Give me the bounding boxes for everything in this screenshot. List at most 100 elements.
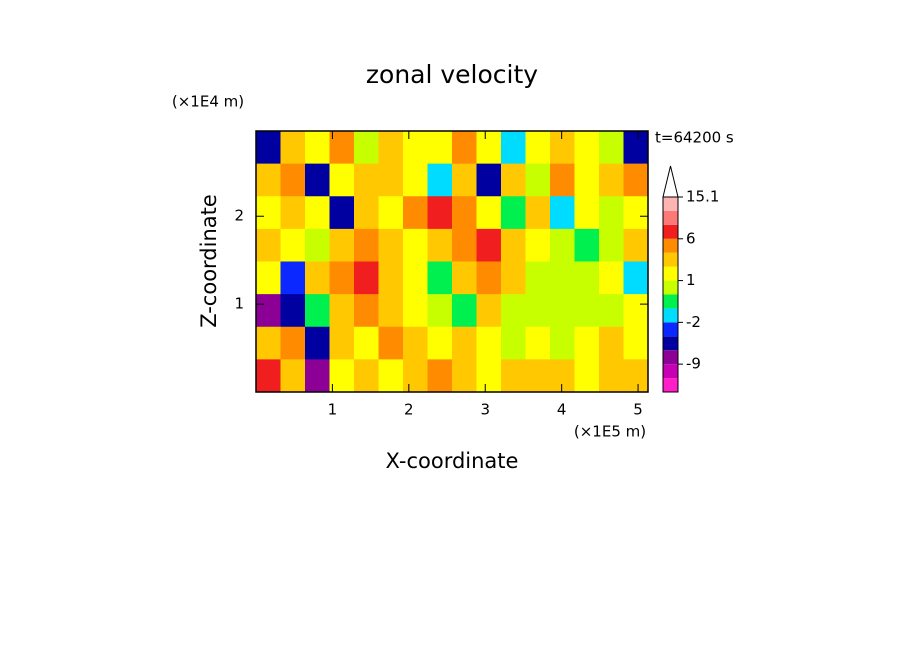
field-cell bbox=[305, 196, 330, 230]
colorbar-band bbox=[663, 350, 678, 365]
x-tick-label: 1 bbox=[328, 401, 338, 419]
field-cell bbox=[476, 196, 502, 230]
field-cell bbox=[256, 359, 281, 393]
field-cell bbox=[329, 163, 355, 197]
field-cell bbox=[378, 326, 404, 360]
field-cell bbox=[305, 359, 330, 393]
field-cell bbox=[574, 163, 600, 197]
y-axis-title: Z-coordinate bbox=[197, 194, 221, 328]
field-cell bbox=[599, 131, 624, 165]
field-cell bbox=[256, 294, 281, 328]
field-cell bbox=[550, 359, 575, 393]
field-cell bbox=[550, 163, 575, 197]
colorbar-band bbox=[663, 224, 678, 239]
colorbar-tick-label: -2 bbox=[686, 313, 701, 331]
colorbar-band bbox=[663, 197, 678, 211]
field-cell bbox=[476, 326, 502, 360]
field-cell bbox=[354, 326, 379, 360]
field-cell bbox=[452, 228, 477, 262]
colorbar-arrow bbox=[662, 165, 679, 198]
field-cell bbox=[574, 261, 600, 295]
y-tick-label: 2 bbox=[234, 207, 244, 225]
field-cell bbox=[280, 228, 306, 262]
field-cell bbox=[599, 294, 624, 328]
x-tick-label: 5 bbox=[633, 401, 643, 419]
field-cell bbox=[550, 131, 575, 165]
field-cell bbox=[452, 261, 477, 295]
field-cell bbox=[280, 131, 306, 165]
field-cell bbox=[452, 294, 477, 328]
field-cell bbox=[476, 131, 502, 165]
field-cell bbox=[378, 131, 404, 165]
field-cell bbox=[354, 163, 379, 197]
field-cell bbox=[280, 261, 306, 295]
field-cell bbox=[623, 294, 649, 328]
colorbar-tick-label: 1 bbox=[686, 271, 696, 289]
field-cell bbox=[354, 228, 379, 262]
plot-frame bbox=[255, 130, 649, 393]
colorbar-band bbox=[663, 238, 678, 253]
field-cell bbox=[599, 163, 624, 197]
field-cell bbox=[525, 228, 551, 262]
field-cell bbox=[550, 261, 575, 295]
field-cell bbox=[378, 261, 404, 295]
field-cell bbox=[427, 294, 453, 328]
field-cell bbox=[501, 196, 526, 230]
field-cell bbox=[501, 131, 526, 165]
colorbar-band bbox=[663, 252, 678, 267]
field-cell bbox=[354, 294, 379, 328]
colorbar-band bbox=[663, 308, 678, 323]
time-annotation: t=64200 s bbox=[655, 129, 734, 147]
field-cell bbox=[574, 228, 600, 262]
field-cell bbox=[452, 359, 477, 393]
field-cell bbox=[427, 196, 453, 230]
field-cell bbox=[354, 131, 379, 165]
field-cell bbox=[329, 261, 355, 295]
field-cell bbox=[403, 131, 428, 165]
field-cell bbox=[525, 131, 551, 165]
colorbar-band bbox=[663, 210, 678, 225]
field-cell bbox=[305, 261, 330, 295]
field-cell bbox=[378, 163, 404, 197]
field-cell bbox=[452, 163, 477, 197]
field-cell bbox=[329, 326, 355, 360]
field-cell bbox=[305, 326, 330, 360]
field-cell bbox=[525, 196, 551, 230]
field-cell bbox=[305, 228, 330, 262]
field-cell bbox=[280, 359, 306, 393]
field-cell bbox=[354, 196, 379, 230]
field-cell bbox=[354, 359, 379, 393]
field-cell bbox=[305, 294, 330, 328]
field-cell bbox=[280, 196, 306, 230]
field-cell bbox=[501, 163, 526, 197]
field-cell bbox=[525, 261, 551, 295]
field-cell bbox=[427, 131, 453, 165]
field-cell bbox=[256, 163, 281, 197]
field-cell bbox=[403, 228, 428, 262]
field-cell bbox=[280, 326, 306, 360]
field-cell bbox=[550, 326, 575, 360]
field-cell bbox=[305, 163, 330, 197]
field-cell bbox=[378, 294, 404, 328]
colorbar-band bbox=[663, 364, 678, 379]
field-cell bbox=[256, 228, 281, 262]
x-tick-label: 4 bbox=[557, 401, 567, 419]
field-cell bbox=[329, 294, 355, 328]
colorbar-band bbox=[663, 294, 678, 309]
field-cell bbox=[501, 359, 526, 393]
field-cell bbox=[623, 196, 649, 230]
field-cell bbox=[574, 326, 600, 360]
field-cell bbox=[623, 163, 649, 197]
x-axis-title: X-coordinate bbox=[386, 449, 519, 473]
field-cell bbox=[574, 196, 600, 230]
field-cell bbox=[525, 163, 551, 197]
x-unit: (×1E5 m) bbox=[574, 423, 646, 441]
field-cell bbox=[623, 228, 649, 262]
field-cell bbox=[403, 261, 428, 295]
field-cell bbox=[476, 359, 502, 393]
field-cell bbox=[329, 196, 355, 230]
field-cell bbox=[525, 326, 551, 360]
field-cell bbox=[452, 131, 477, 165]
field-cell bbox=[305, 131, 330, 165]
field-cell bbox=[403, 196, 428, 230]
